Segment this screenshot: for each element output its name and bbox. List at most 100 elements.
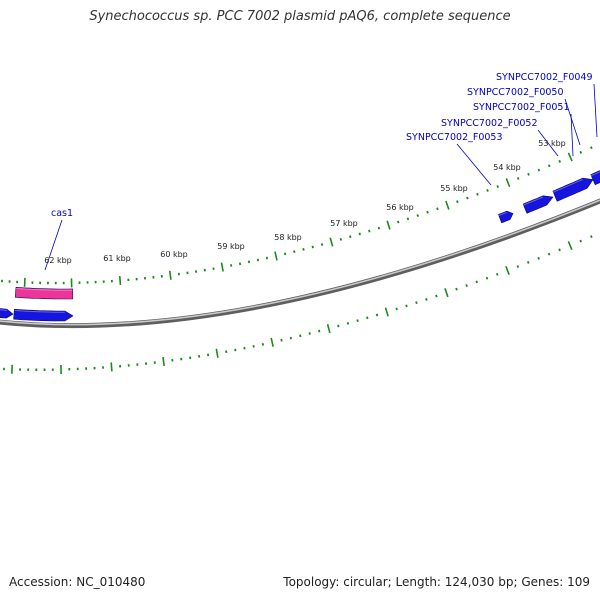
tick-label-53-kbp: 53 kbp xyxy=(538,139,566,148)
outer-ring-minor-tick xyxy=(320,243,324,246)
outer-ring-minor-tick xyxy=(406,217,410,221)
tick-label-54-kbp: 54 kbp xyxy=(493,163,521,172)
inner-ring-minor-tick xyxy=(558,248,561,252)
tick-labels: 53 kbp 54 kbp 55 kbp 56 kbp 57 kbp 58 kbp 59 k… xyxy=(44,139,566,265)
tick-label-56-kbp: 56 kbp xyxy=(386,203,414,212)
outer-ring-minor-tick xyxy=(486,189,489,192)
outer-ring-minor-tick xyxy=(466,196,469,200)
topology-text: Topology: circular; Length: 124,030 bp; … xyxy=(283,575,590,589)
gene-syn-c[interactable] xyxy=(590,169,600,185)
outer-ring-minor-tick xyxy=(302,247,305,251)
outer-ring-major-tick xyxy=(329,237,334,247)
gene-cas-neighbor[interactable] xyxy=(13,308,74,322)
inner-ring-minor-tick xyxy=(516,265,520,268)
inner-ring-major-tick xyxy=(270,337,274,347)
gene-syn-c-highlight xyxy=(590,171,600,177)
inner-ring-minor-tick xyxy=(299,334,302,338)
gene-syn-b-highlight xyxy=(552,178,583,193)
inner-tick-ring xyxy=(3,235,593,375)
inner-ring-minor-tick xyxy=(395,307,398,311)
inner-ring-minor-tick xyxy=(547,252,551,256)
outer-tick-ring xyxy=(1,146,593,288)
inner-ring-minor-tick xyxy=(318,329,321,333)
gene-label-synpcc7002-f0053[interactable]: SYNPCC7002_F0053 xyxy=(406,132,503,143)
inner-ring-minor-tick xyxy=(537,256,540,260)
inner-ring-minor-tick xyxy=(425,297,428,301)
outer-ring-minor-tick xyxy=(349,235,352,239)
gene-callouts: SYNPCC7002_F0049 SYNPCC7002_F0050 SYNPCC70… xyxy=(44,72,598,271)
inner-ring-minor-tick xyxy=(261,343,265,346)
outer-ring-minor-tick xyxy=(527,172,530,176)
outer-ring-minor-tick xyxy=(426,210,429,214)
inner-ring-minor-tick xyxy=(475,280,479,284)
inner-ring-minor-tick xyxy=(346,321,350,325)
gene-small-highlight xyxy=(498,211,507,217)
tick-label-62-kbp: 62 kbp xyxy=(44,256,72,265)
outer-ring-minor-tick xyxy=(590,146,593,150)
callout-line-synpcc7002-f0051 xyxy=(570,113,574,157)
inner-ring-minor-tick xyxy=(465,284,468,287)
gene-label-synpcc7002-f0051[interactable]: SYNPCC7002_F0051 xyxy=(473,102,570,113)
outer-ring-minor-tick xyxy=(456,200,459,204)
outer-ring-major-tick xyxy=(386,220,391,230)
inner-ring-major-tick xyxy=(444,288,449,298)
inner-ring-minor-tick xyxy=(485,276,489,280)
inner-ring-major-tick xyxy=(326,324,331,334)
inner-ring-major-tick xyxy=(505,265,510,275)
outer-ring-minor-tick xyxy=(377,226,381,230)
outer-ring-minor-tick xyxy=(416,214,419,217)
inner-ring-minor-tick xyxy=(526,261,530,264)
outer-ring-minor-tick xyxy=(265,256,269,260)
sequence-backbone xyxy=(0,198,600,329)
outer-ring-minor-tick xyxy=(293,250,296,254)
outer-ring-minor-tick xyxy=(358,232,361,236)
callout-line-cas1 xyxy=(44,219,63,271)
outer-ring-minor-tick xyxy=(476,192,479,196)
inner-ring-minor-tick xyxy=(308,332,311,335)
gene-small[interactable] xyxy=(498,210,514,224)
inner-ring-minor-tick xyxy=(455,287,458,291)
gene-left-edge[interactable] xyxy=(0,308,14,319)
gene-cas-neighbor-highlight xyxy=(14,309,65,313)
callout-line-synpcc7002-f0052 xyxy=(537,129,559,157)
tick-label-59-kbp: 59 kbp xyxy=(217,242,245,251)
outer-ring-minor-tick xyxy=(311,245,314,249)
gene-syn-a[interactable] xyxy=(522,195,554,214)
gene-label-synpcc7002-f0049[interactable]: SYNPCC7002_F0049 xyxy=(496,72,593,83)
outer-ring-minor-tick xyxy=(283,252,287,256)
outer-ring-minor-tick xyxy=(436,207,439,211)
backbone-ring-highlight xyxy=(0,199,600,326)
inner-ring-minor-tick xyxy=(415,301,418,305)
inner-ring-major-tick xyxy=(384,307,389,317)
outer-ring-major-tick xyxy=(567,152,573,162)
gene-label-synpcc7002-f0052[interactable]: SYNPCC7002_F0052 xyxy=(441,118,538,129)
gene-label-cas1[interactable]: cas1 xyxy=(51,208,73,219)
inner-ring-major-tick xyxy=(162,356,165,367)
inner-ring-minor-tick xyxy=(495,272,499,276)
tick-label-61-kbp: 61 kbp xyxy=(103,254,131,263)
gene-left-edge-highlight xyxy=(0,309,8,311)
outer-ring-minor-tick xyxy=(256,258,260,262)
inner-ring-major-tick xyxy=(110,362,113,372)
outer-ring-minor-tick xyxy=(558,159,562,163)
inner-ring-minor-tick xyxy=(280,338,283,342)
tick-label-55-kbp: 55 kbp xyxy=(440,184,468,193)
outer-ring-minor-tick xyxy=(579,150,583,154)
outer-ring-minor-tick xyxy=(396,220,400,224)
map-title: Synechococcus sp. PCC 7002 plasmid pAQ6,… xyxy=(89,9,511,24)
accession-text: Accession: NC_010480 xyxy=(9,575,146,589)
outer-ring-minor-tick xyxy=(368,229,371,233)
gene-syn-b[interactable] xyxy=(552,177,594,202)
outer-ring-major-tick xyxy=(168,270,172,280)
inner-ring-minor-tick xyxy=(579,239,583,243)
gene-cas1[interactable] xyxy=(14,287,74,300)
callout-line-synpcc7002-f0050 xyxy=(564,98,581,146)
outer-ring-major-tick xyxy=(220,262,224,272)
inner-ring-major-tick xyxy=(567,241,573,250)
outer-ring-minor-tick xyxy=(339,237,342,241)
tick-label-58-kbp: 58 kbp xyxy=(274,233,302,242)
gene-syn-a-highlight xyxy=(522,196,544,206)
gene-label-synpcc7002-f0050[interactable]: SYNPCC7002_F0050 xyxy=(467,87,564,98)
